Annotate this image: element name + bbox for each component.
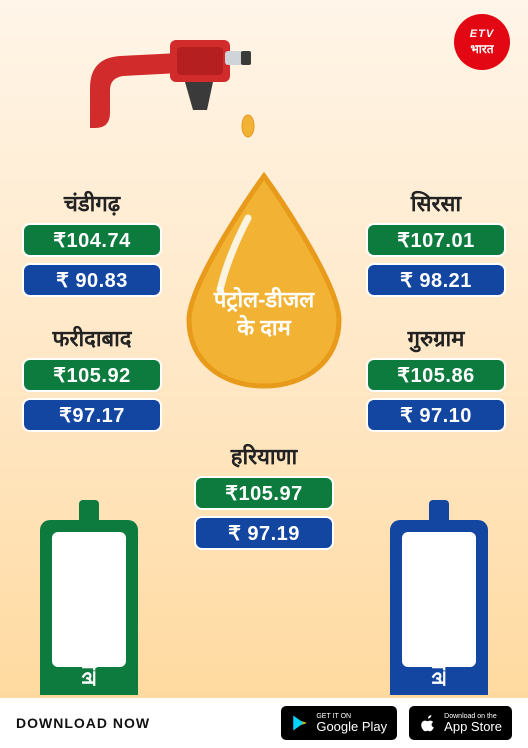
diesel-price: ₹ 98.21 <box>366 263 506 297</box>
petrol-pump-icon: पेट्रोल <box>40 500 138 695</box>
city-name: सिरसा <box>366 188 506 218</box>
fuel-nozzle-icon <box>85 18 255 153</box>
city-sirsa: सिरसा ₹107.01 ₹ 98.21 <box>366 188 506 303</box>
petrol-price: ₹105.86 <box>366 358 506 392</box>
app-store-badge[interactable]: Download on the App Store <box>409 706 512 740</box>
center-title: पेट्रोल-डीजल के दाम <box>174 286 354 341</box>
diesel-price: ₹97.17 <box>22 398 162 432</box>
city-faridabad: फरीदाबाद ₹105.92 ₹97.17 <box>22 323 162 438</box>
city-name: गुरुग्राम <box>366 323 506 353</box>
logo-top-text: ETV <box>470 28 494 40</box>
google-play-icon <box>291 714 309 732</box>
logo-bottom-text: भारत <box>470 40 493 57</box>
pump-label: डीजल <box>426 637 453 687</box>
apple-store-name: App Store <box>444 720 502 733</box>
google-store-name: Google Play <box>316 720 387 733</box>
diesel-price: ₹ 90.83 <box>22 263 162 297</box>
city-name: चंडीगढ़ <box>22 188 162 218</box>
pump-label: पेट्रोल <box>76 641 103 687</box>
petrol-price: ₹104.74 <box>22 223 162 257</box>
center-title-line2: के दाम <box>174 314 354 342</box>
diesel-price: ₹ 97.19 <box>194 516 334 550</box>
diesel-price: ₹ 97.10 <box>366 398 506 432</box>
city-haryana: हरियाणा ₹105.97 ₹ 97.19 <box>194 441 334 556</box>
apple-icon <box>419 714 437 732</box>
city-name: हरियाणा <box>194 441 334 471</box>
city-name: फरीदाबाद <box>22 323 162 353</box>
center-title-line1: पेट्रोल-डीजल <box>174 286 354 314</box>
oil-drop: पेट्रोल-डीजल के दाम <box>174 170 354 390</box>
city-chandigarh: चंडीगढ़ ₹104.74 ₹ 90.83 <box>22 188 162 303</box>
etv-bharat-logo: ETV भारत <box>454 14 510 70</box>
download-now-text: DOWNLOAD NOW <box>16 715 269 731</box>
petrol-price: ₹105.97 <box>194 476 334 510</box>
google-play-badge[interactable]: GET IT ON Google Play <box>281 706 397 740</box>
city-gurugram: गुरुग्राम ₹105.86 ₹ 97.10 <box>366 323 506 438</box>
diesel-pump-icon: डीजल <box>390 500 488 695</box>
petrol-price: ₹107.01 <box>366 223 506 257</box>
footer: DOWNLOAD NOW GET IT ON Google Play Downl… <box>0 698 528 748</box>
petrol-price: ₹105.92 <box>22 358 162 392</box>
